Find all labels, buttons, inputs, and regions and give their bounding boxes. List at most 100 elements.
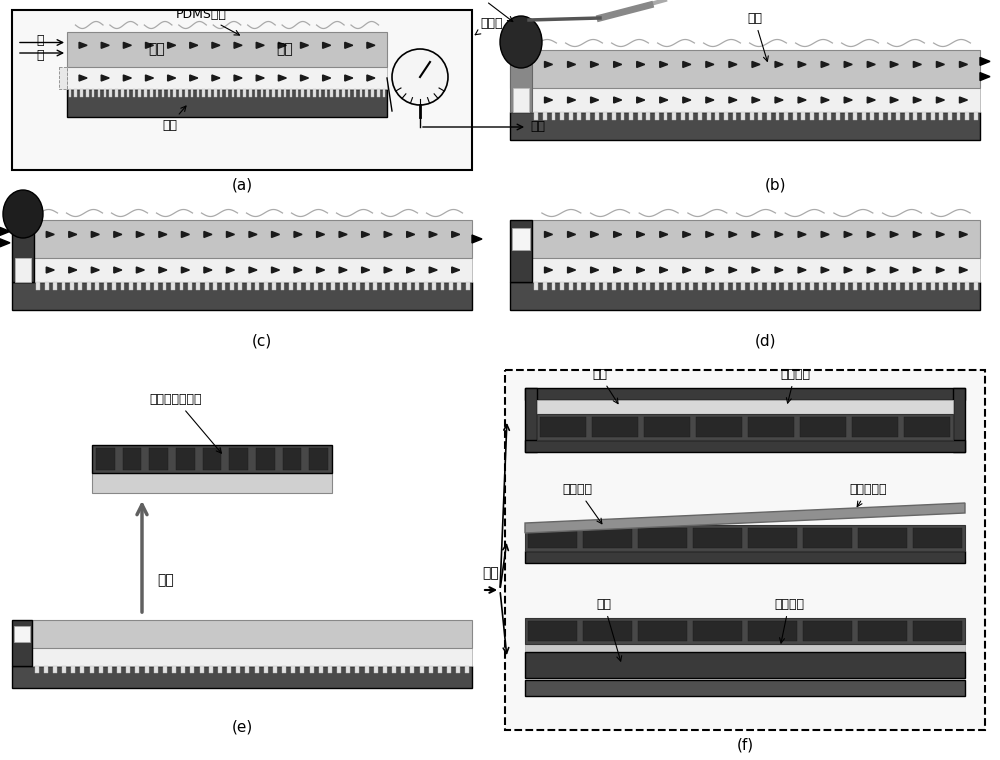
Bar	[592, 417, 638, 437]
Bar	[354, 89, 356, 97]
Bar	[672, 112, 676, 120]
Bar	[784, 282, 788, 290]
Bar	[213, 282, 217, 290]
Polygon shape	[0, 227, 10, 236]
Bar	[222, 282, 225, 290]
Polygon shape	[844, 62, 852, 68]
Bar	[325, 89, 327, 97]
Bar	[319, 666, 323, 673]
Polygon shape	[294, 267, 302, 273]
Bar	[429, 666, 433, 673]
Bar	[208, 89, 211, 97]
Bar	[209, 666, 213, 673]
Polygon shape	[384, 267, 392, 273]
Bar	[800, 417, 846, 437]
Bar	[748, 528, 797, 548]
Bar	[534, 112, 538, 120]
Bar	[793, 112, 797, 120]
Bar	[264, 282, 268, 290]
Bar	[465, 666, 469, 673]
Bar	[870, 282, 874, 290]
Bar	[827, 112, 831, 120]
Polygon shape	[729, 62, 737, 68]
Bar	[715, 282, 719, 290]
Bar	[629, 112, 633, 120]
Bar	[129, 282, 133, 290]
Bar	[90, 666, 94, 673]
Polygon shape	[591, 97, 599, 103]
Polygon shape	[91, 267, 99, 273]
Bar	[603, 112, 607, 120]
Polygon shape	[168, 43, 176, 49]
Polygon shape	[936, 267, 944, 273]
Bar	[92, 445, 332, 473]
Bar	[646, 112, 650, 120]
Bar	[748, 621, 797, 641]
Bar	[513, 88, 529, 112]
Bar	[957, 282, 960, 290]
Polygon shape	[339, 232, 347, 237]
Bar	[862, 282, 866, 290]
Bar	[32, 648, 472, 666]
Bar	[86, 89, 89, 97]
Polygon shape	[844, 97, 852, 103]
Bar	[70, 282, 74, 290]
Bar	[803, 621, 852, 641]
Polygon shape	[79, 75, 87, 81]
Bar	[767, 112, 771, 120]
Bar	[127, 89, 129, 97]
Bar	[53, 282, 57, 290]
Polygon shape	[752, 97, 760, 103]
Polygon shape	[452, 267, 460, 273]
Bar	[896, 112, 900, 120]
Bar	[282, 666, 286, 673]
Bar	[59, 67, 67, 89]
Bar	[218, 666, 222, 673]
Bar	[510, 282, 980, 310]
Polygon shape	[545, 62, 553, 68]
Bar	[525, 652, 965, 678]
Polygon shape	[821, 62, 829, 68]
Text: 剥离: 剥离	[157, 573, 174, 587]
Bar	[922, 112, 926, 120]
Polygon shape	[614, 62, 622, 68]
Bar	[888, 112, 891, 120]
Bar	[226, 89, 228, 97]
Polygon shape	[614, 232, 622, 237]
Bar	[272, 282, 276, 290]
Polygon shape	[362, 232, 370, 237]
Polygon shape	[683, 97, 691, 103]
Polygon shape	[890, 267, 898, 273]
Ellipse shape	[500, 16, 542, 68]
Bar	[827, 282, 831, 290]
Bar	[776, 112, 779, 120]
Text: (f): (f)	[736, 738, 754, 753]
Bar	[913, 621, 962, 641]
Polygon shape	[407, 232, 415, 237]
Polygon shape	[159, 232, 167, 237]
Bar	[96, 448, 115, 470]
Bar	[922, 282, 926, 290]
Bar	[852, 417, 898, 437]
Polygon shape	[181, 267, 189, 273]
Text: 自粘性胶片: 自粘性胶片	[849, 483, 887, 507]
Bar	[53, 666, 57, 673]
Polygon shape	[890, 62, 898, 68]
Bar	[382, 282, 385, 290]
Bar	[383, 89, 385, 97]
Bar	[543, 282, 547, 290]
Bar	[913, 282, 917, 290]
Polygon shape	[323, 43, 331, 49]
Bar	[310, 666, 314, 673]
Bar	[724, 282, 728, 290]
Bar	[569, 282, 573, 290]
Bar	[266, 89, 269, 97]
Bar	[144, 89, 147, 97]
Bar	[71, 666, 75, 673]
Polygon shape	[706, 267, 714, 273]
Bar	[163, 666, 167, 673]
Bar	[438, 666, 442, 673]
Bar	[638, 528, 687, 548]
Text: (a): (a)	[231, 178, 253, 193]
Bar	[974, 112, 978, 120]
